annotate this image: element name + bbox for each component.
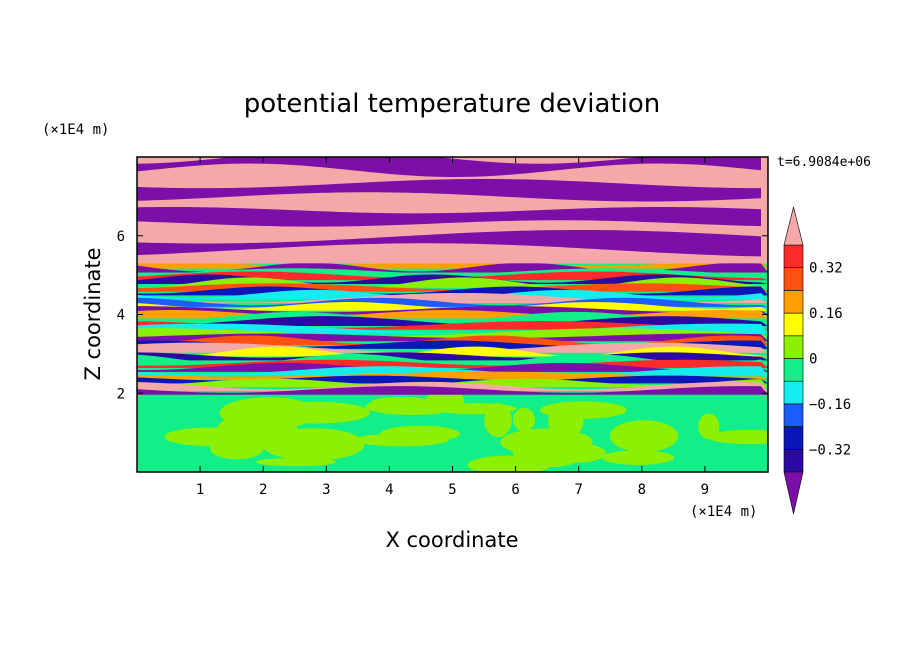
- colorbar-segment: [783, 244, 804, 269]
- lower-blob: [601, 450, 675, 465]
- x-axis-label: X coordinate: [385, 528, 518, 552]
- colorbar-segment: [783, 380, 804, 405]
- lower-blob: [371, 397, 431, 406]
- time-annotation: t=6.9084e+06: [777, 155, 871, 170]
- middle-stripe: [137, 381, 768, 391]
- upper-stripe: [137, 206, 761, 227]
- colorbar-tick-label: 0: [809, 352, 817, 368]
- lower-blob: [425, 389, 465, 412]
- x-tick-label: 2: [259, 482, 267, 498]
- lower-blob: [255, 457, 336, 467]
- middle-stripe: [137, 386, 768, 395]
- lower-blob: [707, 429, 768, 445]
- colorbar-segment: [783, 267, 804, 291]
- y-axis-label: Z coordinate: [81, 247, 105, 380]
- y-tick-label: 4: [117, 308, 125, 324]
- lower-blob: [380, 425, 460, 442]
- x-axis-ticks: 1 2 3 4 5 6 7 8 9: [196, 157, 709, 498]
- colorbar-tick-label: −0.16: [809, 397, 851, 413]
- middle-stripe: [137, 289, 768, 300]
- colorbar-tick-label: −0.32: [809, 442, 851, 458]
- colorbar-segment: [783, 290, 804, 314]
- y-tick-label: 6: [117, 229, 125, 245]
- colorbar-segment: [783, 358, 804, 382]
- lower-blob: [500, 428, 593, 456]
- chart-title: potential temperature deviation: [244, 89, 660, 119]
- colorbar-extend-max: [783, 206, 804, 246]
- x-tick-label: 4: [385, 482, 393, 498]
- x-tick-label: 3: [322, 482, 330, 498]
- x-tick-label: 6: [511, 482, 519, 498]
- colorbar-segment: [783, 448, 804, 473]
- middle-stripe: [137, 366, 768, 376]
- x-tick-label: 9: [701, 482, 709, 498]
- lower-blob: [216, 413, 298, 446]
- middle-stripe: [137, 335, 768, 346]
- colorbar-segment: [783, 312, 804, 337]
- middle-stripe: [137, 362, 768, 372]
- colorbar-segment: [783, 426, 804, 450]
- x-tick-label: 7: [574, 482, 582, 498]
- colorbar-extend-min: [783, 471, 804, 515]
- colorbar-segment: [783, 403, 804, 427]
- upper-stripe: [137, 157, 761, 178]
- upper-stripe: [137, 229, 761, 257]
- x-tick-label: 8: [638, 482, 646, 498]
- lower-blob: [484, 403, 512, 438]
- x-tick-label: 1: [196, 482, 204, 498]
- lower-blob: [288, 443, 347, 459]
- y-axis-ticks: 2 4 6: [117, 229, 768, 402]
- lower-blob: [467, 455, 550, 472]
- middle-stripe: [137, 346, 768, 357]
- x-axis-unit: (×1E4 m): [690, 504, 757, 520]
- x-tick-label: 5: [448, 482, 456, 498]
- colorbar: 0.32 0.16 0 −0.16 −0.32: [783, 206, 851, 515]
- colorbar-segment: [783, 335, 804, 359]
- upper-stripe: [137, 178, 761, 202]
- lower-blob: [513, 407, 535, 432]
- lower-blob: [609, 420, 679, 453]
- lower-blob: [698, 413, 720, 440]
- y-tick-label: 2: [117, 386, 125, 402]
- middle-stripe: [137, 302, 768, 311]
- contour-field: [137, 157, 768, 472]
- y-axis-unit: (×1E4 m): [42, 122, 109, 138]
- lower-blob: [260, 401, 371, 424]
- colorbar-tick-label: 0.16: [809, 306, 843, 322]
- colorbar-tick-label: 0.32: [809, 261, 843, 277]
- lower-blob: [540, 401, 627, 419]
